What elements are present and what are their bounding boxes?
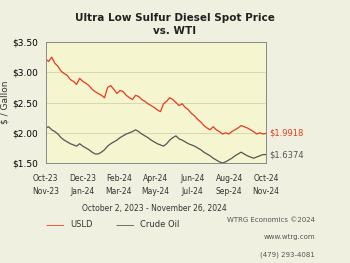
Text: Nov-24: Nov-24 xyxy=(252,187,280,196)
Text: ——: —— xyxy=(46,220,65,230)
Text: Apr-24: Apr-24 xyxy=(143,174,168,183)
Text: (479) 293-4081: (479) 293-4081 xyxy=(260,251,315,258)
Text: Dec-23: Dec-23 xyxy=(69,174,96,183)
Text: Jul-24: Jul-24 xyxy=(182,187,203,196)
Text: Jun-24: Jun-24 xyxy=(180,174,205,183)
Text: Oct-24: Oct-24 xyxy=(253,174,279,183)
Text: www.wtrg.com: www.wtrg.com xyxy=(263,234,315,240)
Text: ——: —— xyxy=(116,220,135,230)
Text: Crude Oil: Crude Oil xyxy=(140,220,179,229)
Text: USLD: USLD xyxy=(70,220,92,229)
Text: vs. WTI: vs. WTI xyxy=(153,26,197,36)
Text: Feb-24: Feb-24 xyxy=(106,174,132,183)
Text: Oct-23: Oct-23 xyxy=(33,174,58,183)
Text: Aug-24: Aug-24 xyxy=(216,174,243,183)
Text: Nov-23: Nov-23 xyxy=(32,187,59,196)
Text: WTRG Economics ©2024: WTRG Economics ©2024 xyxy=(227,217,315,223)
Text: October 2, 2023 - November 26, 2024: October 2, 2023 - November 26, 2024 xyxy=(82,204,226,213)
Text: Jan-24: Jan-24 xyxy=(70,187,94,196)
Y-axis label: $ / Gallon: $ / Gallon xyxy=(0,81,9,124)
Text: Ultra Low Sulfur Diesel Spot Price: Ultra Low Sulfur Diesel Spot Price xyxy=(75,13,275,23)
Text: $1.6374: $1.6374 xyxy=(270,150,304,159)
Text: May-24: May-24 xyxy=(142,187,170,196)
Text: Sep-24: Sep-24 xyxy=(216,187,243,196)
Text: $1.9918: $1.9918 xyxy=(270,129,304,138)
Text: Mar-24: Mar-24 xyxy=(106,187,132,196)
